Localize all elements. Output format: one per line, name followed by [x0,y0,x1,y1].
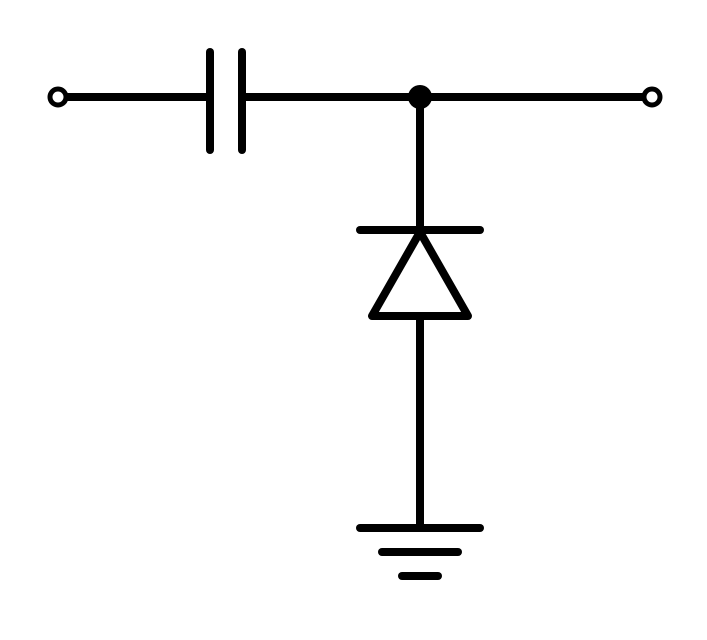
junction-node [408,85,432,109]
input-terminal [50,89,66,105]
output-terminal [644,89,660,105]
circuit-diagram [0,0,707,640]
